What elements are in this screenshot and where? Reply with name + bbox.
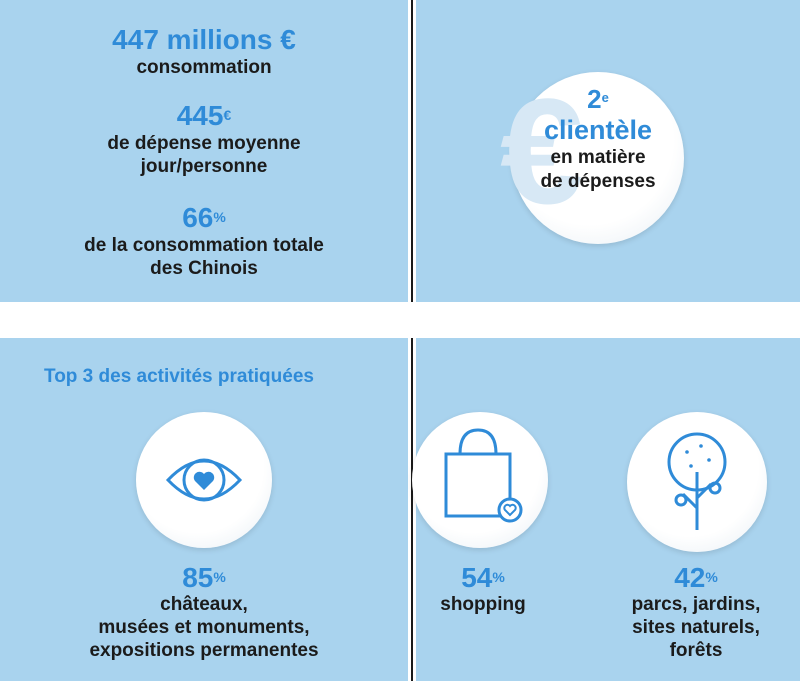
rank-text: 2e clientèle en matière de dépenses <box>512 84 684 194</box>
activity-1-label-2: musées et monuments, <box>98 617 310 638</box>
rank-label-1: en matière <box>550 147 646 168</box>
stat-daily-spending: 445€ de dépense moyenne jour/personne <box>0 100 408 178</box>
activity-2-value: 54% <box>461 562 505 593</box>
euro-watermark: € <box>500 76 590 226</box>
rank-word: clientèle <box>543 115 653 145</box>
activity-3-label-2: sites naturels, <box>632 617 760 638</box>
activity-1-label-1: châteaux, <box>160 594 248 615</box>
activity-2-circle <box>412 412 548 548</box>
top-left-panel <box>0 0 408 302</box>
stat-consumption-value: 447 millions € <box>112 24 296 55</box>
activity-2-stat: 54% shopping <box>416 563 550 616</box>
euro-watermark-icon: € <box>500 76 584 226</box>
stat-share-total: 66% de la consommation totale des Chinoi… <box>0 202 408 280</box>
stat-consumption-label: consommation <box>136 57 272 78</box>
rank-circle <box>512 72 684 244</box>
activity-1-stat: 85% châteaux, musées et monuments, expos… <box>0 563 408 662</box>
tree-icon <box>667 432 727 530</box>
stat-daily-spending-label-1: de dépense moyenne <box>107 133 301 154</box>
stat-consumption: 447 millions € consommation <box>0 24 408 79</box>
activity-1-label-3: expositions permanentes <box>89 640 319 661</box>
rank-value: 2e <box>587 84 609 114</box>
stat-daily-spending-value: 445€ <box>176 100 232 131</box>
stat-share-total-label-1: de la consommation totale <box>84 235 324 256</box>
vertical-divider-top <box>411 0 413 302</box>
activity-2-label-1: shopping <box>440 594 526 615</box>
rank-label-2: de dépenses <box>540 171 656 192</box>
eye-heart-icon <box>165 458 243 502</box>
activity-1-value: 85% <box>182 562 226 593</box>
activity-3-value: 42% <box>674 562 718 593</box>
shopping-bag-icon <box>444 428 523 523</box>
stat-share-total-label-2: des Chinois <box>150 258 258 279</box>
stat-share-total-value: 66% <box>182 202 226 233</box>
activity-3-label-1: parcs, jardins, <box>631 594 761 615</box>
activity-3-label-3: forêts <box>669 640 723 661</box>
activity-3-stat: 42% parcs, jardins, sites naturels, forê… <box>596 563 796 662</box>
vertical-divider-bottom <box>411 338 413 681</box>
section-title: Top 3 des activités pratiquées <box>44 366 314 387</box>
stat-daily-spending-label-2: jour/personne <box>140 156 268 177</box>
